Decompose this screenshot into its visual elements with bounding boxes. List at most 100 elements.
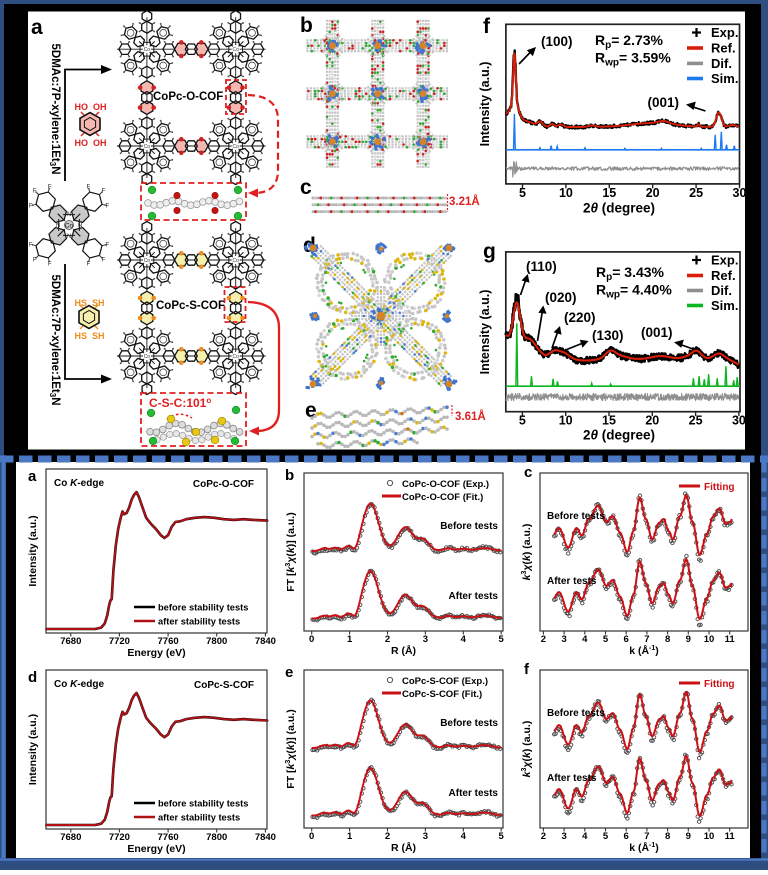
svg-text:F: F	[86, 261, 90, 267]
svg-text:Co K-edge: Co K-edge	[54, 478, 104, 489]
svg-text:R (Å): R (Å)	[391, 644, 416, 657]
svg-text:C-S-C:101o: C-S-C:101o	[149, 396, 211, 410]
svg-text:(130): (130)	[592, 328, 624, 343]
svg-text:F: F	[105, 204, 109, 210]
svg-text:3: 3	[423, 634, 428, 645]
svg-text:Intensity (a.u.): Intensity (a.u.)	[478, 62, 492, 147]
svg-text:7: 7	[644, 831, 649, 842]
svg-text:2: 2	[385, 831, 390, 842]
svg-text:8: 8	[665, 831, 670, 842]
svg-text:f: f	[524, 661, 530, 678]
svg-text:(110): (110)	[526, 259, 557, 274]
svg-text:N: N	[67, 234, 71, 240]
svg-text:c: c	[524, 464, 532, 481]
svg-text:5: 5	[519, 414, 526, 428]
svg-text:3: 3	[561, 634, 566, 645]
svg-text:Intensity (a.u.): Intensity (a.u.)	[478, 290, 492, 375]
svg-text:CoPc-O-COF: CoPc-O-COF	[153, 91, 223, 103]
svg-text:a: a	[28, 468, 37, 485]
svg-text:11: 11	[725, 634, 736, 645]
svg-text:10: 10	[559, 186, 573, 200]
svg-text:F: F	[33, 257, 37, 263]
svg-text:3.21Å: 3.21Å	[449, 195, 480, 208]
svg-text:Co: Co	[144, 354, 151, 360]
svg-text:7680: 7680	[60, 832, 81, 843]
svg-text:30: 30	[733, 186, 747, 200]
svg-text:5: 5	[499, 634, 505, 645]
svg-text:(220): (220)	[564, 310, 596, 325]
svg-text:Intensity (a.u.): Intensity (a.u.)	[27, 714, 39, 785]
svg-text:Co K-edge: Co K-edge	[54, 679, 104, 690]
svg-text:0: 0	[309, 831, 314, 842]
svg-text:10: 10	[559, 414, 573, 428]
svg-text:CoPc-O-COF (Fit.): CoPc-O-COF (Fit.)	[402, 492, 483, 503]
svg-text:2θ (degree): 2θ (degree)	[583, 428, 655, 443]
svg-text:5: 5	[499, 831, 505, 842]
svg-text:Co: Co	[65, 223, 74, 230]
svg-text:N: N	[56, 223, 60, 229]
svg-text:F: F	[101, 257, 105, 263]
svg-text:e: e	[285, 664, 293, 681]
svg-text:g: g	[483, 240, 496, 263]
svg-text:R (Å): R (Å)	[391, 841, 416, 854]
svg-text:Dif.: Dif.	[711, 283, 732, 298]
svg-text:after stability tests: after stability tests	[158, 617, 240, 627]
svg-text:(100): (100)	[541, 34, 573, 49]
svg-text:N: N	[78, 223, 82, 229]
svg-text:N: N	[67, 212, 71, 218]
svg-text:2: 2	[385, 634, 390, 645]
svg-text:c: c	[300, 176, 312, 199]
svg-text:Exp.: Exp.	[711, 25, 738, 40]
svg-text:10: 10	[704, 634, 715, 645]
svg-text:1: 1	[347, 634, 353, 645]
svg-text:3: 3	[561, 831, 566, 842]
svg-text:7760: 7760	[158, 636, 179, 647]
svg-text:k (Å-1): k (Å-1)	[629, 644, 659, 657]
svg-text:After tests: After tests	[449, 788, 499, 799]
svg-text:F: F	[29, 204, 33, 210]
svg-text:e: e	[305, 399, 317, 422]
svg-text:6: 6	[624, 831, 629, 842]
svg-text:2: 2	[541, 831, 546, 842]
svg-text:9: 9	[686, 831, 691, 842]
svg-text:CoPc-S-COF (Fit.): CoPc-S-COF (Fit.)	[402, 689, 482, 700]
svg-text:25: 25	[689, 414, 703, 428]
svg-text:7: 7	[644, 634, 649, 645]
svg-text:OH: OH	[93, 102, 107, 112]
svg-text:20: 20	[646, 186, 660, 200]
svg-text:CoPc-O-COF: CoPc-O-COF	[193, 479, 254, 490]
svg-text:7720: 7720	[109, 832, 130, 843]
svg-text:f: f	[483, 15, 491, 38]
svg-text:Ref.: Ref.	[711, 268, 736, 283]
svg-text:0: 0	[309, 634, 314, 645]
svg-text:5DMAc:7P-xylene:1Et3N: 5DMAc:7P-xylene:1Et3N	[48, 44, 61, 175]
svg-text:Ref.: Ref.	[711, 41, 736, 56]
svg-text:k3χ(k) (a.u.): k3χ(k) (a.u.)	[521, 524, 533, 581]
svg-text:CoPc-S-COF: CoPc-S-COF	[194, 680, 254, 691]
svg-text:30: 30	[732, 414, 746, 428]
svg-text:before stability tests: before stability tests	[158, 603, 248, 613]
svg-text:Before tests: Before tests	[547, 708, 605, 719]
svg-text:Exp.: Exp.	[711, 253, 738, 268]
svg-text:7760: 7760	[158, 832, 179, 843]
svg-text:Fitting: Fitting	[704, 482, 735, 493]
svg-text:HO: HO	[75, 102, 89, 112]
svg-text:after stability tests: after stability tests	[158, 813, 240, 823]
svg-text:Sim.: Sim.	[711, 71, 738, 86]
svg-text:HS: HS	[74, 331, 87, 341]
svg-text:After tests: After tests	[547, 576, 597, 587]
svg-text:1: 1	[347, 831, 353, 842]
svg-text:Sim.: Sim.	[711, 298, 738, 313]
svg-text:3: 3	[423, 831, 428, 842]
svg-text:before stability tests: before stability tests	[158, 799, 248, 809]
svg-text:FT [k3χ(k)] (a.u.): FT [k3χ(k)] (a.u.)	[285, 709, 297, 788]
svg-text:F: F	[33, 189, 37, 195]
svg-text:HS: HS	[74, 298, 87, 308]
svg-text:HO: HO	[75, 138, 89, 148]
svg-text:FT [k3χ(k)] (a.u.): FT [k3χ(k)] (a.u.)	[285, 512, 297, 591]
svg-text:7680: 7680	[60, 636, 81, 647]
svg-text:k3χ(k) (a.u.): k3χ(k) (a.u.)	[521, 721, 533, 778]
svg-text:d: d	[28, 669, 37, 686]
svg-text:F: F	[48, 185, 52, 191]
svg-text:7720: 7720	[109, 636, 130, 647]
